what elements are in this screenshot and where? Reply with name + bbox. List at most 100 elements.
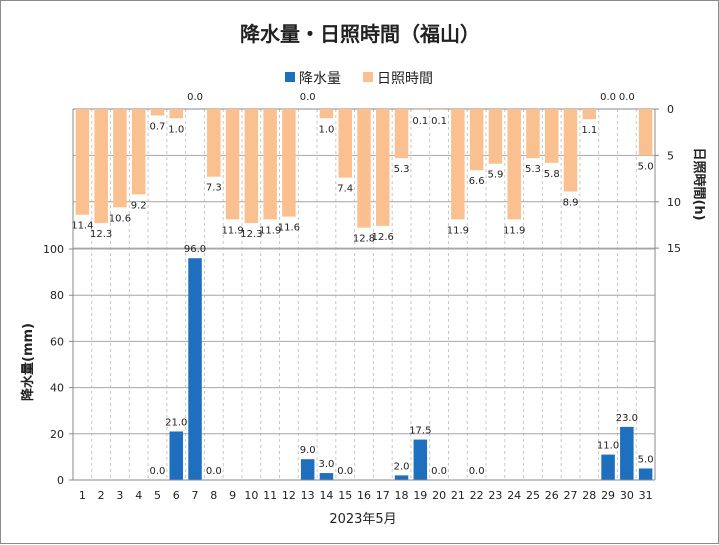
x-tick-label: 6 xyxy=(173,489,180,502)
sunshine-data-label: 7.3 xyxy=(206,183,222,194)
rainfall-bar xyxy=(601,454,615,480)
rainfall-bar xyxy=(169,431,184,480)
sunshine-data-label: 5.0 xyxy=(638,161,654,172)
sunshine-bar xyxy=(488,109,503,164)
sunshine-bar xyxy=(582,109,597,120)
sunshine-data-label: 12.3 xyxy=(240,229,262,240)
y-tick-label: 40 xyxy=(50,382,64,395)
sunshine-bar xyxy=(638,109,653,156)
rainfall-bar xyxy=(638,468,653,480)
sunshine-data-label: 12.6 xyxy=(372,232,394,243)
sunshine-data-label: 6.6 xyxy=(469,176,485,187)
x-axis-title: 2023年5月 xyxy=(329,512,396,527)
rainfall-data-label: 11.0 xyxy=(597,441,619,452)
sunshine-data-label: 0.0 xyxy=(300,92,316,103)
rainfall-data-label: 0.0 xyxy=(337,466,353,477)
x-tick-label: 5 xyxy=(154,489,161,502)
x-tick-label: 10 xyxy=(244,489,258,502)
sunshine-data-label: 11.4 xyxy=(71,221,93,232)
sunshine-bar xyxy=(526,109,540,159)
y-tick-label: 60 xyxy=(50,335,64,348)
sunshine-data-label: 0.1 xyxy=(412,116,428,127)
sunshine-data-label: 5.3 xyxy=(525,164,541,175)
sunshine-bar xyxy=(376,109,390,226)
chart-title: 降水量・日照時間（福山） xyxy=(240,22,480,46)
sunshine-bar xyxy=(169,109,184,119)
x-tick-label: 20 xyxy=(432,489,446,502)
x-tick-label: 3 xyxy=(116,489,123,502)
sunshine-bar xyxy=(244,109,259,224)
y-axis-title: 降水量(mm) xyxy=(20,323,36,401)
sunshine-data-label: 1.0 xyxy=(168,124,184,135)
y2-tick-label: 15 xyxy=(667,242,681,255)
x-tick-label: 24 xyxy=(507,489,521,502)
sunshine-data-label: 10.6 xyxy=(109,213,131,224)
rainfall-data-label: 0.0 xyxy=(206,466,222,477)
x-tick-label: 21 xyxy=(451,489,465,502)
x-tick-label: 30 xyxy=(620,489,634,502)
x-tick-label: 18 xyxy=(395,489,409,502)
sunshine-data-label: 0.0 xyxy=(619,92,635,103)
rainfall-bar xyxy=(413,439,428,480)
rainfall-data-label: 96.0 xyxy=(184,244,206,255)
sunshine-data-label: 11.6 xyxy=(278,223,300,234)
sunshine-bar xyxy=(394,109,409,159)
x-tick-label: 25 xyxy=(526,489,540,502)
sunshine-data-label: 5.9 xyxy=(487,170,503,181)
rainfall-data-label: 3.0 xyxy=(318,459,334,470)
rainfall-data-label: 0.0 xyxy=(469,466,485,477)
sunshine-data-label: 11.9 xyxy=(447,225,469,236)
sunshine-data-label: 11.9 xyxy=(221,225,243,236)
x-tick-label: 8 xyxy=(210,489,217,502)
rainfall-data-label: 9.0 xyxy=(300,445,316,456)
y2-tick-label: 0 xyxy=(667,103,674,116)
sunshine-bar xyxy=(413,109,428,110)
y2-axis-title: 日照時間(h) xyxy=(691,147,707,220)
rainfall-bar xyxy=(620,426,634,480)
x-tick-label: 26 xyxy=(545,489,559,502)
sunshine-bar xyxy=(282,109,296,217)
sunshine-bar xyxy=(225,109,240,220)
sunshine-bar xyxy=(507,109,521,220)
sunshine-bar xyxy=(207,109,221,177)
bars-layer xyxy=(75,109,653,480)
labels-layer: 11.412.310.69.20.7 1.00.07.311.912.311.91… xyxy=(71,92,653,477)
rainfall-bar xyxy=(394,475,409,480)
x-tick-label: 19 xyxy=(413,489,427,502)
sunshine-bar xyxy=(75,109,90,215)
sunshine-bar xyxy=(451,109,465,220)
sunshine-data-label: 8.9 xyxy=(563,198,579,209)
rainfall-bar xyxy=(319,473,334,480)
sunshine-bar xyxy=(544,109,559,163)
sunshine-data-label: 5.8 xyxy=(544,169,560,180)
rainfall-data-label: 2.0 xyxy=(394,461,410,472)
sunshine-bar xyxy=(357,109,371,228)
sunshine-data-label: 0.0 xyxy=(187,92,203,103)
sunshine-data-label: 1.1 xyxy=(581,125,597,136)
sunshine-bar xyxy=(113,109,127,208)
y-tick-label: 80 xyxy=(50,289,64,302)
sunshine-bar xyxy=(263,109,277,220)
x-tick-label: 11 xyxy=(263,489,277,502)
x-tick-label: 2 xyxy=(98,489,105,502)
x-tick-label: 22 xyxy=(470,489,484,502)
x-tick-label: 15 xyxy=(338,489,352,502)
rainfall-data-label: 0.0 xyxy=(431,466,447,477)
sunshine-bar xyxy=(469,109,484,171)
sunshine-bar xyxy=(563,109,578,192)
sunshine-bar xyxy=(338,109,352,178)
sunshine-data-label: 0.7 xyxy=(150,121,166,132)
x-tick-label: 17 xyxy=(376,489,390,502)
rainfall-bar xyxy=(188,258,202,480)
sunshine-data-label: 12.8 xyxy=(353,234,375,245)
y2-tick-label: 5 xyxy=(667,149,674,162)
sunshine-data-label: 0.1 xyxy=(431,116,447,127)
sunshine-data-label: 12.3 xyxy=(90,229,112,240)
x-tick-label: 13 xyxy=(301,489,315,502)
sunshine-bar xyxy=(319,109,334,119)
y2-tick-label: 10 xyxy=(667,196,681,209)
sunshine-bar xyxy=(432,109,446,110)
sunshine-bar xyxy=(131,109,146,195)
